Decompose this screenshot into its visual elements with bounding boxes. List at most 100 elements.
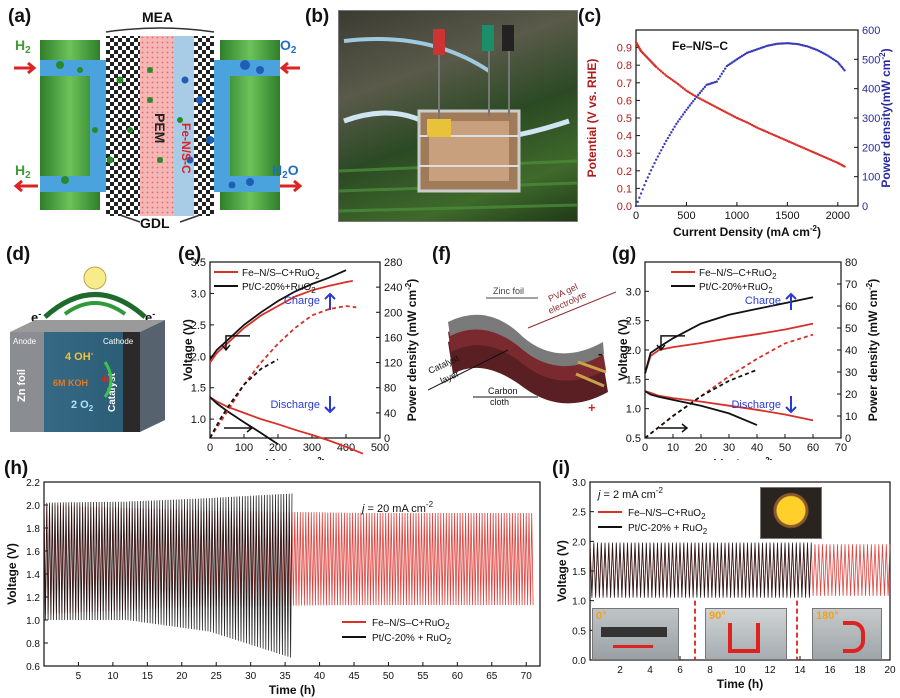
point-c-1-8-4 [722,70,725,73]
discharge-arrow-e [324,396,336,414]
point-c-1-3-3 [670,131,673,134]
bulb-icon [83,266,107,290]
o2-sub: 2 [291,45,297,56]
cathode-catalyst [123,332,140,432]
panel-b-label: (b) [305,6,330,27]
ylabel-g: Voltage (V) [616,319,630,381]
x-tick-label-9: 20 [884,665,896,676]
panel-d-label: (d) [6,244,31,265]
legend-text-i-0-part-0: Fe–N/S–C+RuO [628,508,701,519]
y2-tick-label-4: 400 [862,84,880,96]
annotation-i: j = 2 mA cm-2 [596,486,663,501]
point-c-1-8-0 [715,80,718,83]
y-tick-label-4: 0.4 [617,131,632,143]
annotation-h-part-0: j [360,503,365,515]
y-tick-label-9: 0.9 [617,43,632,55]
panel-f-label: (f) [432,244,451,265]
svg-text:H2: H2 [15,162,31,181]
annotation-i-part-0: j [596,489,601,501]
xlabel-g-part-1: (mA cm [716,457,763,460]
right-axis-arrow-g [659,423,689,433]
xlabel-c-part-0: Current Density (mA cm [673,225,810,239]
series-e-5 [209,358,279,439]
point-c-1-20-3 [840,65,844,69]
koh-label: 6M KOH [53,378,88,388]
svg-text:2 O2: 2 O2 [71,399,94,413]
y2-tick-label-6: 240 [384,282,402,294]
ylabel-i: Voltage (V) [555,540,569,602]
annotation-i-part-1: = 2 mA cm [600,489,655,501]
point-c-1-1-1 [646,176,649,179]
xlabel-c-part-2: ) [817,225,821,239]
point-c-1-19-1 [828,55,831,58]
series-g-4 [644,333,814,439]
y2label-c-part-0: Power density(mW cm [879,60,893,188]
point-c-1-2-3 [660,149,663,152]
point-c-1-19-4 [833,58,836,62]
battery-top [10,320,165,332]
x-tick-label-2: 6 [677,665,683,676]
series-e-0 [209,280,353,364]
h2-outlet-label: H [15,162,25,178]
legend-text-g-0: Fe–N/S–C+RuO2 [699,268,777,281]
y-tick-label-2: 2.0 [191,351,206,363]
pem-membrane [140,36,174,216]
x-tick-label-1: 500 [677,210,695,222]
point-c-1-9-4 [732,60,735,63]
point-c-1-4-2 [678,117,681,121]
x-tick-label-0: 0 [633,210,639,222]
point-c-1-5-2 [688,104,692,107]
point-c-1-2-5 [663,142,666,146]
y-tick-label-1: 1.5 [191,383,206,395]
y-tick-label-5: 0.5 [617,113,632,125]
y-tick-label-6: 1.8 [26,524,40,535]
y-tick-label-3: 2.5 [191,320,206,332]
x-tick-label-3: 300 [303,442,321,454]
y2-tick-label-5: 500 [862,54,880,66]
legend-text-i-0: Fe–N/S–C+RuO2 [628,508,706,521]
point-c-0-7-0 [675,81,678,85]
point-c-0-5-3 [660,70,663,73]
x-tick-label-3: 30 [723,442,735,454]
electron-left: e [31,310,38,325]
point-c-0-5-5 [663,73,666,76]
angle-180-label: 180° [816,610,839,622]
plus-terminal: + [588,400,596,415]
legend-text-h-1: Pt/C-20% + RuO2 [372,633,452,646]
point-c-0-6-1 [666,75,670,79]
o2-label: O [280,37,291,53]
x-tick-label-13: 70 [521,671,533,682]
y2-tick-label-5: 50 [845,323,857,335]
point-c-1-5-3 [690,102,693,105]
x-tick-label-9: 50 [383,671,395,682]
xlabel-e-part-3: ) [322,457,326,460]
y2-tick-label-1: 100 [862,172,880,184]
annotation-h-part-1: = 20 mA cm [364,503,425,515]
y-tick-label-2: 0.2 [617,166,632,178]
legend-text-h-1-part-0: Pt/C-20% + RuO [372,633,447,644]
ylabel-e: Voltage (V) [181,319,195,381]
pem-label: PEM [152,113,168,143]
point-c-1-1-2 [648,172,651,176]
y2label-g: Power density (mW cm-2) [865,279,880,422]
y2-tick-label-7: 280 [384,257,402,269]
point-c-1-8-5 [723,67,727,70]
battery-layer-top [448,314,604,367]
series-e-4 [209,305,357,439]
annotation-c: Fe–N/S–C [672,39,728,53]
left-channel [90,60,106,192]
xlabel-e-part-1: (mA cm [268,457,315,460]
zinc-foil-label: Zinc foil [493,286,524,296]
point-c-1-8-3 [720,72,723,76]
point-c-0-6-4 [671,79,675,82]
xlabel-e-part-0: j [262,457,268,460]
catalyst-label: Fe-N/S-C [179,123,193,174]
h2-inlet-label: H [15,37,25,53]
y-tick-label-3: 1.2 [26,593,40,604]
point-c-0-6-3 [670,78,673,81]
panel-i-label: (i) [552,458,570,479]
point-c-1-6-0 [695,95,698,99]
point-c-1-3-2 [668,134,671,137]
